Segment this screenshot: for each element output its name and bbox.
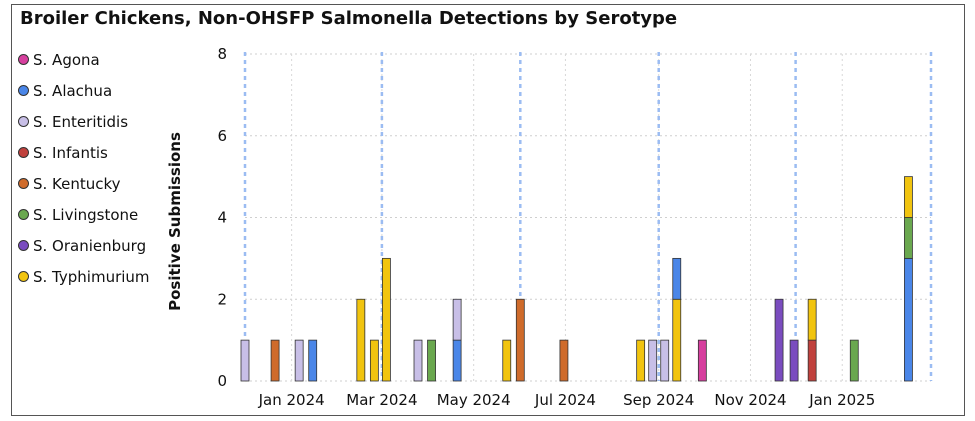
legend-swatch [18,178,29,189]
bar-segment [294,339,304,382]
y-axis-label: Positive Submissions [166,132,184,311]
bar-segment [427,339,436,382]
y-tick-label: 4 [217,209,227,227]
y-tick-label: 0 [217,372,227,390]
legend-label: S. Alachua [33,81,113,100]
bar-segment [413,339,423,382]
bar-segment [697,339,707,382]
bar-segment [636,339,646,382]
legend-swatch [18,209,29,220]
x-tick-label: Jul 2024 [534,391,596,409]
bar-segment [660,339,670,382]
bar-segment [904,217,913,259]
legend-swatch [18,54,29,65]
bar-segment [308,339,318,382]
legend-item: S. Alachua [18,75,150,106]
legend-swatch [18,85,29,96]
legend: S. Agona S. Alachua S. Enteritidis S. Infan… [18,44,150,292]
legend-item: S. Infantis [18,137,150,168]
legend-label: S. Agona [33,50,100,69]
x-tick-label: Nov 2024 [714,391,786,409]
bar-segment [452,298,462,341]
bar-segment [904,257,913,382]
x-tick-label: Mar 2024 [346,391,417,409]
bar-segment [270,339,280,382]
legend-label: S. Kentucky [33,174,121,193]
y-tick-label: 2 [217,290,227,308]
bar-segment [807,298,817,341]
bar-segment [807,339,817,382]
legend-item: S. Enteritidis [18,106,150,137]
bar-segment [382,257,391,382]
bar-segment [789,339,799,382]
legend-label: S. Typhimurium [33,267,150,286]
legend-item: S. Agona [18,44,150,75]
legend-label: S. Enteritidis [33,112,129,131]
x-tick-label: Sep 2024 [623,391,694,409]
bar-segment [559,339,569,382]
x-tick-label: Jan 2025 [808,391,875,409]
legend-label: S. Livingstone [33,205,139,224]
legend-item: S. Kentucky [18,168,150,199]
bar-segment [356,298,366,382]
x-tick-label: May 2024 [437,391,511,409]
bar-segment [849,339,859,382]
x-tick-label: Jan 2024 [258,391,325,409]
bar-segment [515,298,525,382]
legend-label: S. Infantis [33,143,108,162]
legend-swatch [18,116,29,127]
y-tick-label: 8 [217,45,227,63]
legend-swatch [18,240,29,251]
bar-segment [672,257,682,300]
bar-segment [502,339,512,382]
bar-segment [672,298,682,382]
chart-title: Broiler Chickens, Non-OHSFP Salmonella D… [20,8,678,29]
bar-segment [774,298,784,382]
bar-segment [369,339,379,382]
legend-swatch [18,147,29,158]
legend-swatch [18,271,29,282]
bar-segment [904,176,913,218]
legend-label: S. Oranienburg [33,236,147,255]
chart-frame [11,4,965,416]
bar-segment [648,339,658,382]
bar-segment [240,339,250,382]
bar-segment [452,339,462,382]
y-tick-label: 6 [217,127,227,145]
legend-item: S. Oranienburg [18,230,150,261]
legend-item: S. Livingstone [18,199,150,230]
legend-item: S. Typhimurium [18,261,150,292]
